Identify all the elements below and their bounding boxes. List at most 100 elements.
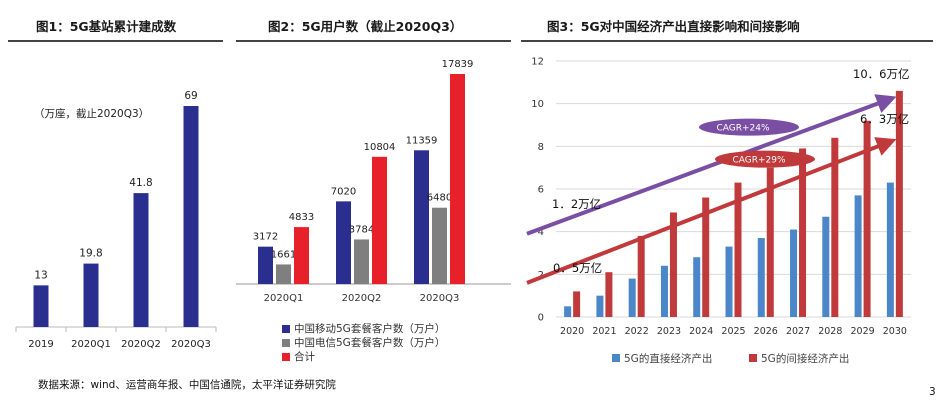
fig2-data-label: 10804 xyxy=(364,142,396,153)
fig3-bar xyxy=(573,291,581,317)
fig3-bar xyxy=(790,229,798,317)
fig3-bar xyxy=(605,272,613,317)
fig3-bar xyxy=(854,195,862,317)
fig1-bar xyxy=(83,263,99,327)
fig2-bar xyxy=(450,74,465,284)
fig3-y-tick-label: 10 xyxy=(531,99,544,110)
fig1-x-tick-label: 2020Q1 xyxy=(71,339,111,350)
fig2-data-label: 1661 xyxy=(271,249,296,260)
fig1-bar xyxy=(183,106,199,327)
fig3-x-tick-label: 2025 xyxy=(721,326,745,337)
fig2-svg: 3172 1661 4833 2020Q1 7020 3784 10804 2020Q2 113… xyxy=(236,59,511,304)
fig2-data-label: 4833 xyxy=(289,212,314,223)
fig3-title-rule xyxy=(521,40,933,42)
fig3-x-tick-label: 2023 xyxy=(657,326,681,337)
fig2-x-tick-label: 2020Q2 xyxy=(342,293,382,304)
fig3-bar xyxy=(895,90,903,317)
fig1-title-rule xyxy=(8,40,223,42)
fig3-y-tick-label: 12 xyxy=(531,57,544,68)
fig2-legend-mobile: 中国移动5G套餐客户数（万户） xyxy=(282,321,445,336)
fig2-data-label: 6480 xyxy=(427,193,452,204)
fig1-x-tick-label: 2019 xyxy=(28,339,53,350)
fig3-cagr-direct-label: CAGR+29% xyxy=(732,156,786,166)
legend-swatch-gray xyxy=(282,338,290,347)
legend-swatch-navy xyxy=(282,324,290,333)
fig3-y-tick-label: 4 xyxy=(538,227,544,238)
fig1-chart: 13 2019 19.8 2020Q1 41.8 2020Q2 69 2020Q3 xyxy=(8,45,223,364)
fig3-bar xyxy=(669,212,677,317)
fig3-y-tick-label: 8 xyxy=(538,142,544,153)
fig3-legend-label: 5G的直接经济产出 xyxy=(624,352,712,365)
fig2-bar xyxy=(276,264,291,284)
legend-swatch-red xyxy=(282,352,290,361)
fig3-chart: 0 2 4 6 8 10 12 2020 2021 2022 2023 2024 2025 2026 202… xyxy=(521,45,933,384)
fig3-cagr-indirect-label: CAGR+24% xyxy=(716,124,770,134)
legend-label: 中国电信5G套餐客户数（万户） xyxy=(294,337,446,349)
fig1-data-label: 69 xyxy=(184,90,197,102)
fig3-bar xyxy=(596,295,604,317)
fig3-indirect-trend-arrow xyxy=(526,94,897,236)
fig3-bar xyxy=(757,238,765,317)
fig3-y-tick-label: 2 xyxy=(538,270,544,281)
fig3-bar xyxy=(564,306,572,317)
fig1-unit-note: （万座，截止2020Q3） xyxy=(34,108,150,120)
fig3-cagr-indirect-bubble xyxy=(699,118,799,136)
fig3-x-tick-label: 2021 xyxy=(592,326,616,337)
fig1-bar xyxy=(33,285,49,327)
fig2-bar xyxy=(372,156,387,284)
page-number: 3 xyxy=(929,386,936,398)
fig3-title: 图3：5G对中国经济产出直接影响和间接影响 xyxy=(547,19,800,34)
fig2-bar xyxy=(432,207,447,284)
fig2-legend-total: 合计 xyxy=(282,349,315,364)
fig3-x-tick-label: 2026 xyxy=(754,326,778,337)
fig3-bar xyxy=(734,182,742,317)
fig3-annot-indirect-end: 10．6万亿 xyxy=(853,67,909,81)
fig2-data-label: 3784 xyxy=(349,224,374,235)
legend-label: 中国移动5G套餐客户数（万户） xyxy=(294,323,446,335)
fig3-annot-indirect-start: 1．2万亿 xyxy=(552,197,601,211)
fig1-data-label: 19.8 xyxy=(79,248,102,260)
fig1-x-tick-label: 2020Q3 xyxy=(171,339,211,350)
fig2-data-label: 11359 xyxy=(406,135,438,146)
fig1-title: 图1：5G基站累计建成数 xyxy=(36,19,177,34)
fig3-bar xyxy=(628,278,636,317)
fig3-x-tick-label: 2029 xyxy=(850,326,874,337)
fig1-data-label: 41.8 xyxy=(129,177,152,189)
fig3-x-tick-label: 2027 xyxy=(786,326,810,337)
fig3-legend-swatch xyxy=(612,354,620,362)
fig3-bar xyxy=(831,137,839,317)
fig2-data-label: 3172 xyxy=(253,232,278,243)
fig2-bar xyxy=(258,246,273,284)
fig3-x-tick-label: 2030 xyxy=(883,326,907,337)
legend-label: 合计 xyxy=(294,351,315,363)
fig3-bar xyxy=(660,265,668,317)
fig3-direct-trend-arrow xyxy=(526,137,897,285)
fig3-bar xyxy=(693,257,701,317)
fig1-svg: 13 2019 19.8 2020Q1 41.8 2020Q2 69 2020Q3 xyxy=(15,90,217,350)
fig3-y-tick-label: 6 xyxy=(538,185,544,196)
fig2-chart: 3172 1661 4833 2020Q1 7020 3784 10804 2020Q2 113… xyxy=(236,45,511,321)
fig3-bar xyxy=(637,235,645,317)
fig3-annot-direct-end: 6．3万亿 xyxy=(860,112,909,126)
fig3-svg: 0 2 4 6 8 10 12 2020 2021 2022 2023 2024 2025 2026 202… xyxy=(526,57,911,365)
fig3-x-tick-label: 2020 xyxy=(560,326,584,337)
fig3-bar xyxy=(886,182,894,317)
fig2-data-label: 17839 xyxy=(442,59,474,70)
fig1-x-tick-label: 2020Q2 xyxy=(121,339,161,350)
fig3-bar xyxy=(822,216,830,317)
fig2-bar xyxy=(336,201,351,284)
fig3-cagr-direct-bubble xyxy=(715,150,815,168)
fig3-legend-label: 5G的间接经济产出 xyxy=(761,352,849,365)
fig2-data-label: 7020 xyxy=(331,186,356,197)
fig1-bar xyxy=(133,193,149,327)
fig3-bar xyxy=(702,197,710,317)
fig2-bar xyxy=(354,239,369,284)
fig2-x-tick-label: 2020Q1 xyxy=(264,293,304,304)
fig2-title: 图2：5G用户数（截止2020Q3） xyxy=(268,19,463,34)
fig3-x-tick-label: 2022 xyxy=(625,326,649,337)
source-footer: 数据来源：wind、运营商年报、中国信通院，太平洋证券研究院 xyxy=(38,379,336,391)
fig2-title-rule xyxy=(236,40,511,42)
fig2-bar xyxy=(414,150,429,284)
fig3-x-tick-label: 2028 xyxy=(818,326,842,337)
fig1-data-label: 13 xyxy=(34,269,47,281)
